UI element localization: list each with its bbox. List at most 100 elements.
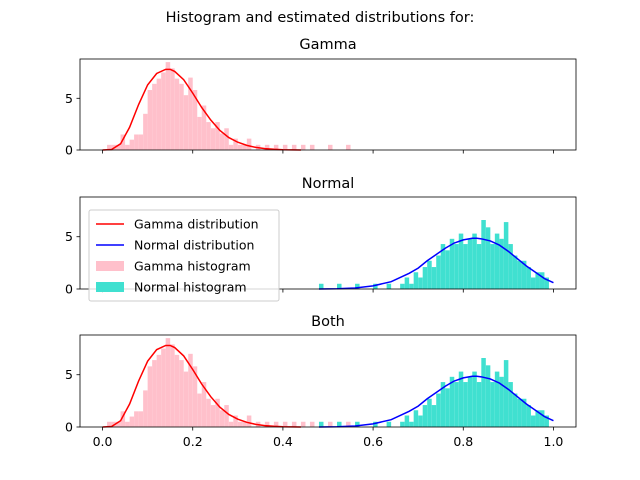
panel-title-both: Both bbox=[311, 314, 345, 330]
normal-hist-bar bbox=[427, 260, 432, 289]
normal-hist-bar bbox=[400, 283, 405, 289]
gamma-hist-bar bbox=[282, 421, 288, 427]
normal-hist-bar bbox=[318, 421, 324, 427]
gamma-hist-bar bbox=[170, 68, 175, 150]
gamma-hist-bar bbox=[120, 134, 126, 150]
gamma-hist-bar bbox=[201, 382, 207, 427]
legend: Gamma distribution Normal distribution G… bbox=[88, 209, 280, 302]
normal-hist-bar bbox=[458, 233, 464, 289]
normal-hist-bar bbox=[526, 267, 531, 289]
normal-hist-bar bbox=[535, 410, 540, 427]
gamma-hist-bar bbox=[291, 421, 297, 427]
gamma-hist-bar bbox=[143, 390, 148, 427]
gamma-hist-bar bbox=[210, 405, 216, 427]
gamma-curve-line bbox=[102, 68, 301, 151]
normal-hist-bar bbox=[517, 260, 522, 289]
legend-swatch-normal-histogram bbox=[96, 282, 124, 292]
legend-label-normal-distribution: Normal distribution bbox=[134, 238, 254, 253]
gamma-hist-bar bbox=[300, 144, 306, 150]
gamma-hist-bar bbox=[273, 421, 279, 427]
gamma-hist-bar bbox=[143, 113, 148, 150]
gamma-hist-bar bbox=[233, 415, 238, 427]
normal-hist-bar bbox=[445, 388, 450, 427]
gamma-hist-bar bbox=[125, 421, 130, 427]
normal-hist-bar bbox=[413, 272, 419, 289]
x-tick-label: 1.0 bbox=[544, 434, 564, 449]
normal-hist-bar bbox=[535, 272, 540, 289]
gamma-hist-bar bbox=[188, 353, 193, 427]
normal-hist-bar bbox=[521, 398, 527, 427]
gamma-hist-bar bbox=[219, 410, 225, 427]
gamma-hist-bar bbox=[346, 144, 351, 150]
normal-hist-bar bbox=[485, 365, 491, 427]
normal-hist-bar bbox=[440, 382, 446, 427]
normal-hist-bar bbox=[530, 415, 536, 427]
gamma-hist-bar bbox=[300, 421, 306, 427]
figure-suptitle: Histogram and estimated distributions fo… bbox=[166, 10, 475, 26]
gamma-hist-bar bbox=[291, 144, 297, 150]
normal-hist-bar bbox=[418, 277, 423, 289]
normal-hist-bar bbox=[485, 227, 491, 289]
gamma-hist-bar bbox=[134, 134, 139, 150]
normal-hist-bar bbox=[386, 421, 392, 427]
normal-hist-bar bbox=[431, 405, 437, 427]
gamma-hist-bar bbox=[138, 411, 144, 427]
axes-frame bbox=[79, 196, 577, 290]
normal-hist-bar bbox=[508, 244, 513, 289]
normal-hist-bar bbox=[386, 283, 392, 289]
y-tick-label: 0 bbox=[65, 143, 73, 158]
legend-frame bbox=[88, 209, 280, 302]
gamma-hist-bar bbox=[174, 78, 180, 150]
normal-hist-bar bbox=[355, 421, 360, 427]
normal-hist-bar bbox=[458, 371, 464, 427]
normal-hist-bar bbox=[499, 376, 504, 427]
gamma-hist-bar bbox=[183, 95, 189, 150]
gamma-hist-bar bbox=[210, 128, 216, 150]
normal-hist-bar bbox=[373, 421, 378, 427]
gamma-hist-bar bbox=[224, 128, 229, 150]
gamma-hist-bar bbox=[156, 78, 162, 150]
gamma-hist-bar bbox=[206, 398, 211, 427]
normal-hist-bar bbox=[508, 382, 513, 427]
normal-hist-bar bbox=[476, 382, 482, 427]
gamma-hist-bar bbox=[152, 83, 157, 150]
gamma-hist-bar bbox=[242, 421, 247, 427]
x-tick-label: 0.6 bbox=[363, 434, 383, 449]
gamma-hist-bar bbox=[156, 354, 162, 427]
normal-hist-bar bbox=[481, 358, 486, 427]
gamma-hist-bar bbox=[197, 116, 202, 150]
gamma-hist-bar bbox=[215, 122, 220, 150]
gamma-hist-bar bbox=[264, 421, 270, 427]
normal-hist-bar bbox=[409, 283, 414, 289]
normal-hist-bar bbox=[400, 421, 405, 427]
normal-hist-bar bbox=[422, 267, 428, 289]
gamma-hist-bar bbox=[192, 366, 198, 427]
gamma-hist-bar bbox=[165, 338, 171, 427]
x-tick-label: 0.4 bbox=[273, 434, 293, 449]
legend-label-normal-histogram: Normal histogram bbox=[134, 280, 247, 295]
normal-hist-bar bbox=[463, 244, 468, 289]
normal-hist-bar bbox=[355, 283, 360, 289]
legend-label-gamma-distribution: Gamma distribution bbox=[134, 217, 259, 232]
gamma-hist-bar bbox=[246, 415, 252, 427]
gamma-hist-bar bbox=[183, 371, 189, 427]
y-tick-label: 5 bbox=[65, 229, 73, 244]
normal-hist-bar bbox=[490, 244, 495, 289]
normal-hist-bar bbox=[449, 238, 455, 289]
gamma-hist-bar bbox=[215, 398, 220, 427]
gamma-hist-bar bbox=[138, 134, 144, 150]
normal-hist-bar bbox=[404, 415, 410, 427]
gamma-hist-bar bbox=[129, 416, 135, 427]
normal-hist-bar bbox=[409, 421, 414, 427]
normal-hist-bar bbox=[418, 415, 423, 427]
gamma-hist-bar bbox=[147, 90, 153, 150]
gamma-hist-bar bbox=[328, 421, 333, 427]
normal-hist-bar bbox=[454, 244, 459, 289]
gamma-hist-bar bbox=[233, 138, 238, 151]
y-tick-label: 0 bbox=[65, 282, 73, 297]
gamma-hist-bar bbox=[179, 360, 184, 427]
gamma-hist-bar bbox=[219, 133, 225, 150]
gamma-hist-bar bbox=[242, 144, 247, 150]
gamma-hist-bar bbox=[328, 144, 333, 150]
